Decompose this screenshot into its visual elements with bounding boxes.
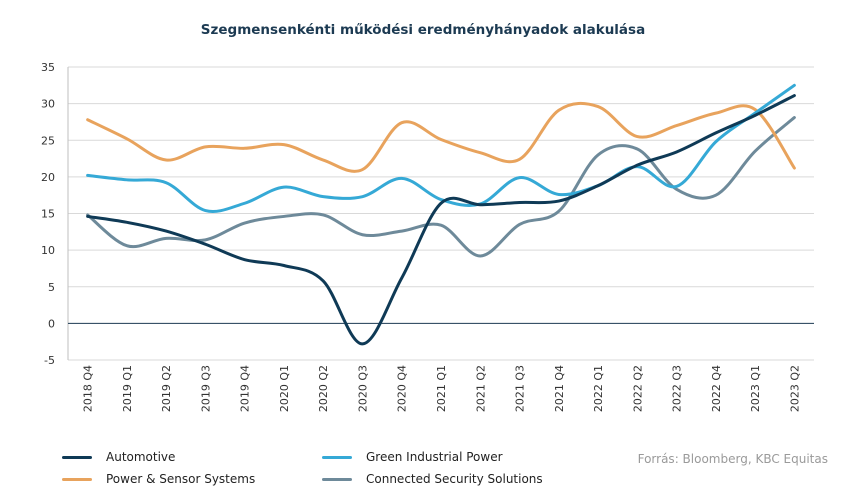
series-lines bbox=[86, 83, 796, 346]
x-tick-label: 2020 Q3 bbox=[356, 365, 369, 412]
y-tick-label: -5 bbox=[44, 354, 55, 367]
x-tick-label: 2022 Q3 bbox=[671, 365, 684, 412]
axes: -5 0 5 10 15 20 25 30 35 2018 Q4 2019 Q1 2019 Q2 201… bbox=[41, 61, 814, 412]
x-tick-label: 2019 Q4 bbox=[239, 365, 252, 412]
x-tick-label: 2019 Q3 bbox=[199, 365, 212, 412]
legend-swatch-automotive bbox=[62, 455, 92, 459]
x-tick-label: 2019 Q2 bbox=[160, 365, 173, 412]
y-tick-label: 35 bbox=[41, 61, 55, 74]
legend-swatch-green-industrial bbox=[322, 455, 352, 459]
x-tick-label: 2021 Q1 bbox=[435, 365, 448, 412]
series-line-automotive bbox=[86, 94, 796, 346]
x-tick-label: 2021 Q3 bbox=[514, 365, 527, 412]
y-tick-label: 10 bbox=[41, 244, 55, 257]
legend-swatch-power-sensor bbox=[62, 477, 92, 481]
source-note: Forrás: Bloomberg, KBC Equitas bbox=[637, 452, 828, 466]
x-tick-label: 2021 Q4 bbox=[553, 365, 566, 412]
x-tick-label: 2021 Q2 bbox=[474, 365, 487, 412]
legend-item-green-industrial: Green Industrial Power bbox=[322, 450, 503, 464]
series-line-power-sensor-systems bbox=[86, 101, 796, 173]
legend-item-connected-security: Connected Security Solutions bbox=[322, 472, 543, 486]
y-tick-label: 20 bbox=[41, 171, 55, 184]
y-tick-label: 25 bbox=[41, 134, 55, 147]
x-tick-label: 2023 Q1 bbox=[749, 365, 762, 412]
x-tick-label: 2022 Q2 bbox=[631, 365, 644, 412]
chart-title: Szegmensenkénti működési eredményhányado… bbox=[201, 22, 645, 38]
legend-label-automotive: Automotive bbox=[106, 450, 176, 464]
legend-swatch-connected-security bbox=[322, 477, 352, 481]
series-line-green-industrial-power bbox=[86, 83, 796, 213]
legend-item-automotive: Automotive bbox=[62, 450, 175, 464]
legend-label-connected-security: Connected Security Solutions bbox=[366, 472, 543, 486]
x-tick-label: 2020 Q1 bbox=[278, 365, 291, 412]
series-line-connected-security-solutions bbox=[86, 116, 796, 258]
legend-item-power-sensor: Power & Sensor Systems bbox=[62, 472, 255, 486]
x-tick-label: 2023 Q2 bbox=[788, 365, 801, 412]
x-tick-label: 2022 Q4 bbox=[710, 365, 723, 412]
y-tick-label: 15 bbox=[41, 208, 55, 221]
legend-label-green-industrial: Green Industrial Power bbox=[366, 450, 503, 464]
y-tick-label: 5 bbox=[48, 281, 55, 294]
x-tick-label: 2018 Q4 bbox=[82, 365, 95, 412]
gridlines bbox=[68, 66, 814, 361]
y-tick-label: 30 bbox=[41, 98, 55, 111]
y-tick-label: 0 bbox=[48, 317, 55, 330]
x-tick-label: 2020 Q4 bbox=[396, 365, 409, 412]
x-tick-label: 2019 Q1 bbox=[121, 365, 134, 412]
x-tick-label: 2020 Q2 bbox=[317, 365, 330, 412]
legend-label-power-sensor: Power & Sensor Systems bbox=[106, 472, 256, 486]
x-tick-label: 2022 Q1 bbox=[592, 365, 605, 412]
